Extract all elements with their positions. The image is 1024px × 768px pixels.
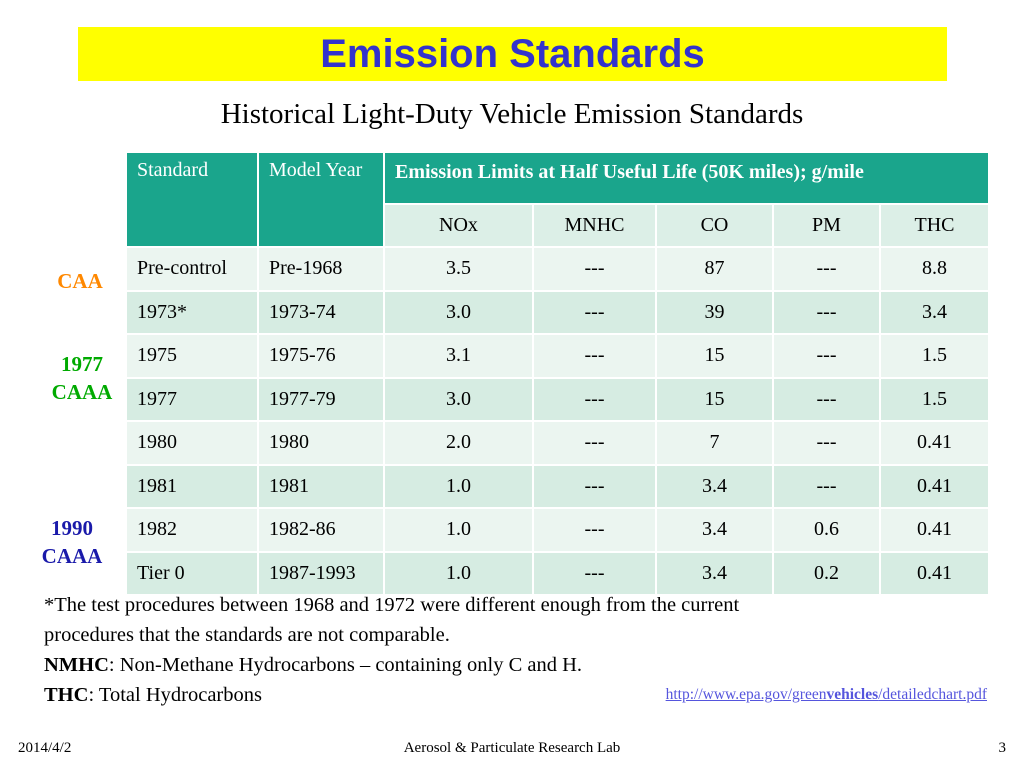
caaa-1990-year: 1990 [51, 516, 93, 540]
cell-co: 7 [655, 420, 774, 466]
cell-mnhc: --- [532, 420, 657, 466]
cell-nox: 3.0 [383, 376, 534, 422]
table-row: 1982 1982-86 1.0 --- 3.4 0.6 0.41 [125, 507, 991, 553]
cell-thc: 8.8 [878, 246, 991, 292]
footer-lab-name: Aerosol & Particulate Research Lab [403, 740, 621, 756]
table-row: 1975 1975-76 3.1 --- 15 --- 1.5 [125, 333, 991, 379]
cell-co: 15 [655, 333, 774, 379]
footnote-line: *The test procedures between 1968 and 19… [44, 594, 740, 616]
source-link-part: http://www.epa.gov/green [665, 686, 827, 703]
cell-nox: 2.0 [383, 420, 534, 466]
cell-standard: 1981 [125, 463, 259, 509]
cell-nox: 3.0 [383, 289, 534, 335]
cell-thc: 0.41 [878, 420, 991, 466]
page-number: 3 [998, 740, 1007, 756]
header-emission-limits: Emission Limits at Half Useful Life (50K… [382, 151, 991, 205]
cell-co: 87 [655, 246, 774, 292]
cell-standard: Pre-control [125, 246, 259, 292]
table-row: 1980 1980 2.0 --- 7 --- 0.41 [125, 420, 991, 466]
source-link-part: /detailedchart.pdf [878, 686, 987, 703]
cell-model-year: 1981 [257, 463, 385, 509]
cell-nox: 3.1 [383, 333, 534, 379]
thc-definition: THC: Total Hydrocarbons [44, 680, 984, 710]
cell-pm: --- [772, 420, 881, 466]
cell-co: 3.4 [655, 507, 774, 553]
caaa-1977-label: 1977 CAAA [40, 350, 124, 406]
header-model-year: Model Year [257, 151, 385, 248]
header-co: CO [655, 202, 774, 248]
nmhc-text: : Non-Methane Hydrocarbons – containing … [108, 654, 583, 676]
cell-mnhc: --- [532, 463, 657, 509]
header-standard: Standard [125, 151, 259, 248]
cell-mnhc: --- [532, 246, 657, 292]
source-link[interactable]: http://www.epa.gov/greenvehicles/detaile… [666, 686, 987, 704]
slide-title: Emission Standards [320, 31, 705, 76]
slide-subtitle: Historical Light-Duty Vehicle Emission S… [220, 98, 804, 130]
cell-pm: --- [772, 376, 881, 422]
nmhc-term: NMHC [44, 654, 109, 676]
cell-standard: 1977 [125, 376, 259, 422]
cell-mnhc: --- [532, 507, 657, 553]
cell-co: 3.4 [655, 550, 774, 596]
cell-co: 15 [655, 376, 774, 422]
cell-co: 39 [655, 289, 774, 335]
table-row: Pre-control Pre-1968 3.5 --- 87 --- 8.8 [125, 246, 991, 292]
cell-pm: --- [772, 246, 881, 292]
caaa-1990-text: CAAA [41, 544, 103, 568]
cell-standard: 1975 [125, 333, 259, 379]
cell-standard: 1982 [125, 507, 259, 553]
cell-pm: 0.2 [772, 550, 881, 596]
cell-pm: --- [772, 333, 881, 379]
footer-date: 2014/4/2 [18, 740, 72, 756]
emission-standards-table: Standard Model Year Emission Limits at H… [125, 151, 991, 596]
nmhc-definition: NMHC: Non-Methane Hydrocarbons – contain… [44, 650, 984, 680]
cell-model-year: 1973-74 [257, 289, 385, 335]
header-nox: NOx [383, 202, 534, 248]
caaa-1990-label: 1990 CAAA [30, 514, 114, 570]
header-thc: THC [878, 202, 991, 248]
cell-mnhc: --- [532, 376, 657, 422]
table-row: Tier 0 1987-1993 1.0 --- 3.4 0.2 0.41 [125, 550, 991, 596]
header-mnhc: MNHC [532, 202, 657, 248]
cell-co: 3.4 [655, 463, 774, 509]
cell-nox: 1.0 [383, 550, 534, 596]
cell-model-year: 1982-86 [257, 507, 385, 553]
header-pm: PM [772, 202, 881, 248]
cell-standard: 1973* [125, 289, 259, 335]
cell-thc: 0.41 [878, 463, 991, 509]
footnote-line: procedures that the standards are not co… [44, 624, 450, 646]
thc-text: : Total Hydrocarbons [88, 684, 262, 706]
table-row: 1981 1981 1.0 --- 3.4 --- 0.41 [125, 463, 991, 509]
cell-mnhc: --- [532, 289, 657, 335]
table-row: 1977 1977-79 3.0 --- 15 --- 1.5 [125, 376, 991, 422]
cell-pm: --- [772, 463, 881, 509]
caaa-1977-text: CAAA [51, 380, 113, 404]
cell-pm: --- [772, 289, 881, 335]
cell-model-year: 1987-1993 [257, 550, 385, 596]
cell-model-year: 1977-79 [257, 376, 385, 422]
table-row: 1973* 1973-74 3.0 --- 39 --- 3.4 [125, 289, 991, 335]
cell-nox: 3.5 [383, 246, 534, 292]
cell-pm: 0.6 [772, 507, 881, 553]
cell-thc: 0.41 [878, 507, 991, 553]
cell-mnhc: --- [532, 550, 657, 596]
title-banner: Emission Standards [78, 27, 947, 81]
cell-standard: 1980 [125, 420, 259, 466]
cell-model-year: Pre-1968 [257, 246, 385, 292]
caaa-1977-year: 1977 [61, 352, 103, 376]
cell-thc: 1.5 [878, 333, 991, 379]
cell-model-year: 1980 [257, 420, 385, 466]
thc-term: THC [44, 684, 89, 706]
footnotes: *The test procedures between 1968 and 19… [44, 590, 984, 710]
cell-mnhc: --- [532, 333, 657, 379]
source-link-part: vehicles [826, 686, 879, 703]
cell-thc: 0.41 [878, 550, 991, 596]
caa-label: CAA [57, 269, 103, 293]
cell-standard: Tier 0 [125, 550, 259, 596]
cell-model-year: 1975-76 [257, 333, 385, 379]
cell-thc: 1.5 [878, 376, 991, 422]
cell-nox: 1.0 [383, 463, 534, 509]
cell-thc: 3.4 [878, 289, 991, 335]
cell-nox: 1.0 [383, 507, 534, 553]
